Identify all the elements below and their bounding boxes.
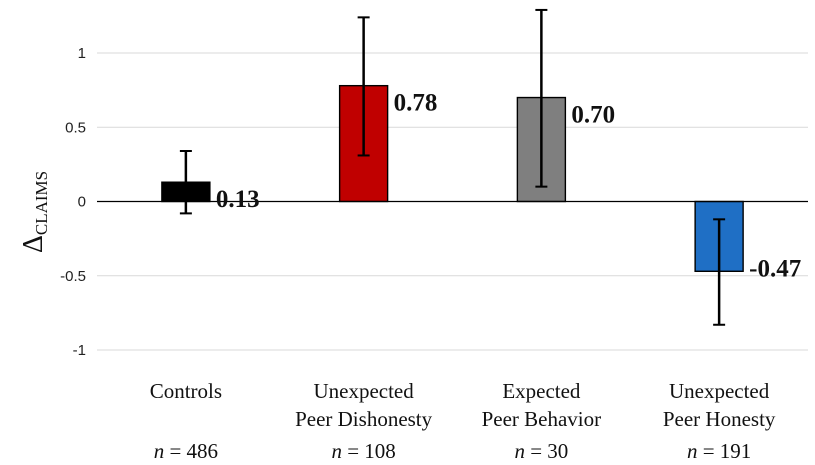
category-label-line1: Unexpected [313,379,414,403]
bars [161,84,744,272]
sample-size-n: n [331,439,342,463]
data-label: 0.78 [394,90,438,117]
category-label: Controls [150,379,222,403]
sample-size-n: n [514,439,525,463]
category-label-line1: Expected [502,379,581,403]
category-label-line1: Unexpected [669,379,770,403]
data-labels: 0.13 0.78 0.70 -0.47 [216,90,801,283]
category-labels: Controls n = 486 Unexpected Peer Dishonesty… [150,379,776,463]
category-label-line2: Peer Honesty [663,407,776,431]
error-bars [179,8,726,326]
y-tick-label: 1 [78,45,86,62]
y-tick-label: 0.5 [65,119,86,136]
category-label-line2: Peer Dishonesty [295,407,433,431]
sample-size-label: n = 108 [331,439,395,463]
y-axis-symbol: Δ [18,235,49,253]
sample-size-label: n = 191 [687,439,751,463]
y-axis-title: ΔCLAIMS [18,171,51,253]
y-tick-label: -0.5 [60,268,86,285]
sample-size-label: n = 486 [154,439,218,463]
sample-size-value: = 486 [164,439,218,463]
sample-size-n: n [687,439,698,463]
y-axis-ticks: 1 0.5 0 -0.5 -1 [60,45,86,359]
sample-size-value: = 191 [697,439,751,463]
y-axis-subscript: CLAIMS [32,171,51,235]
y-tick-label: 0 [78,194,86,211]
data-label: -0.47 [749,255,801,282]
sample-size-value: = 30 [525,439,568,463]
sample-size-label: n = 30 [514,439,568,463]
data-label: 0.13 [216,186,260,213]
category-label-line2: Peer Behavior [482,407,602,431]
gridlines [97,52,808,351]
data-label: 0.70 [571,102,615,129]
sample-size-n: n [154,439,165,463]
y-tick-label: -1 [73,342,86,359]
sample-size-value: = 108 [342,439,396,463]
